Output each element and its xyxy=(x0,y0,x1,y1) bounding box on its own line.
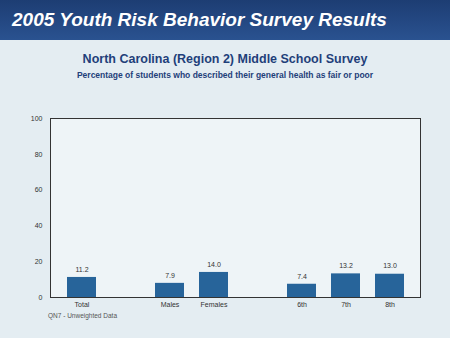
svg-text:7th: 7th xyxy=(341,301,351,308)
svg-text:6th: 6th xyxy=(297,301,307,308)
html-text:Percentage of students who des: Percentage of students who described the… xyxy=(76,70,374,80)
svg-text:7.4: 7.4 xyxy=(297,272,307,279)
svg-text:60: 60 xyxy=(35,186,43,193)
svg-text:13.2: 13.2 xyxy=(339,262,353,269)
svg-text:20: 20 xyxy=(35,258,43,265)
svg-text:Males: Males xyxy=(161,301,180,308)
svg-text:Total: Total xyxy=(75,301,90,308)
svg-text:14.0: 14.0 xyxy=(207,261,221,268)
html-text:QN7 - Unweighted Data: QN7 - Unweighted Data xyxy=(48,312,117,319)
svg-text:100: 100 xyxy=(31,115,43,122)
svg-text:13.0: 13.0 xyxy=(383,262,397,269)
html-text:North Carolina (Region 2) Midd: North Carolina (Region 2) Middle School … xyxy=(82,52,368,66)
svg-text:80: 80 xyxy=(35,151,43,158)
svg-text:11.2: 11.2 xyxy=(75,266,88,273)
html-text:2005 Youth Risk Behavior Surve: 2005 Youth Risk Behavior Survey Results xyxy=(12,9,387,30)
svg-text:40: 40 xyxy=(35,222,43,229)
svg-text:7.9: 7.9 xyxy=(165,272,175,279)
svg-text:8th: 8th xyxy=(385,301,395,308)
svg-text:Females: Females xyxy=(201,301,228,308)
svg-text:0: 0 xyxy=(39,294,43,301)
